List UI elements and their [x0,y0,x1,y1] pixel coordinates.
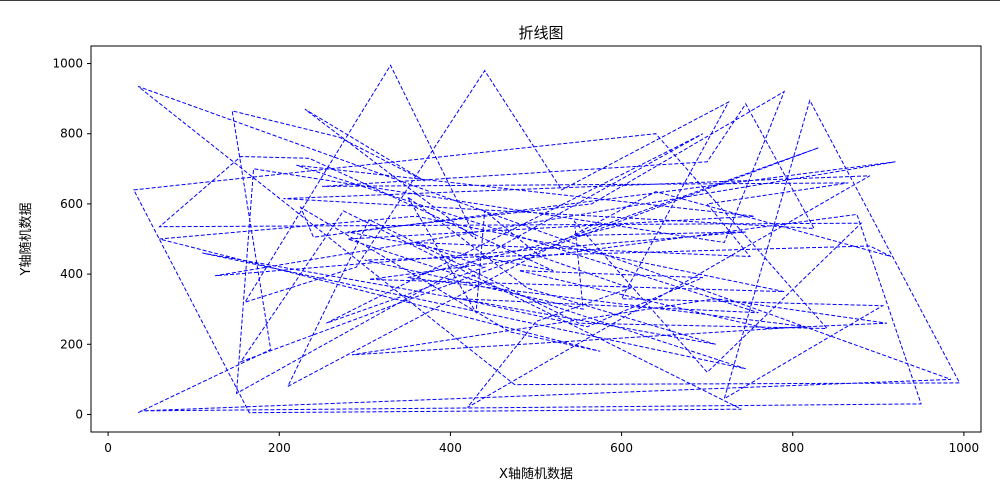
y-tick-label: 800 [60,127,83,141]
y-tick-label: 0 [75,407,83,421]
x-tick-label: 1000 [949,441,980,455]
plot-lines [133,64,961,414]
x-axis-label: X轴随机数据 [499,467,573,482]
x-tick-label: 200 [268,441,291,455]
x-tick-label: 0 [104,441,112,455]
y-tick-label: 400 [60,267,83,281]
axes-frame [90,45,982,433]
series-line-0 [133,64,961,414]
x-axis-ticks: 0 200 400 600 800 1000 [104,432,979,455]
chart-title: 折线图 [518,24,563,42]
x-tick-label: 600 [610,441,633,455]
x-tick-label: 800 [781,441,804,455]
x-tick-label: 400 [439,441,462,455]
y-tick-label: 600 [60,197,83,211]
y-axis-label: Y轴随机数据 [19,203,34,277]
y-axis-ticks: 0 200 400 600 800 1000 [52,57,91,421]
y-tick-label: 200 [60,337,83,351]
y-tick-label: 1000 [52,57,83,71]
window-top-border [0,0,1000,1]
